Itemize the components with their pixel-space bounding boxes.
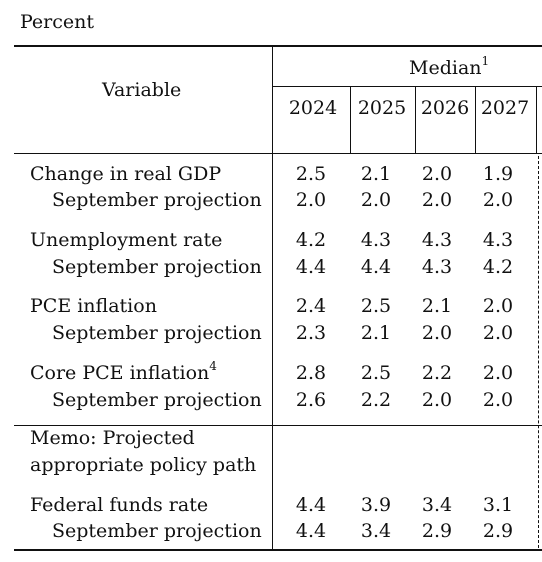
row-value: 2.0	[360, 189, 392, 211]
memo-top-rule	[14, 425, 542, 426]
memo-line-2: appropriate policy path	[30, 454, 257, 476]
row-value: 2.0	[421, 189, 453, 211]
unit-label: Percent	[20, 11, 95, 33]
table-bottom-rule	[14, 549, 542, 551]
row-value: 2.0	[295, 189, 327, 211]
row-value: 2.0	[421, 322, 453, 344]
right-dashed-divider	[538, 156, 539, 548]
row-label: September projection	[52, 389, 262, 411]
row-value: 2.3	[295, 322, 327, 344]
year-divider-1	[350, 87, 351, 153]
memo-row-value: 3.1	[482, 494, 514, 516]
row-value: 2.8	[295, 362, 327, 384]
table-top-rule	[14, 45, 542, 47]
memo-row-value: 4.4	[295, 494, 327, 516]
median-footnote: 1	[481, 53, 490, 68]
row-value: 2.5	[360, 362, 392, 384]
row-value: 2.1	[360, 322, 392, 344]
memo-line-1: Memo: Projected	[30, 427, 195, 449]
variable-header: Variable	[102, 79, 182, 101]
row-value: 4.3	[421, 256, 453, 278]
median-header: Median1	[409, 53, 490, 79]
memo-row-value: 2.9	[482, 520, 514, 542]
row-value: 2.0	[482, 362, 514, 384]
row-value: 2.0	[482, 295, 514, 317]
memo-row-label: Federal funds rate	[30, 494, 209, 516]
year-header-2026: 2026	[420, 97, 470, 119]
row-value: 2.0	[421, 163, 453, 185]
row-value: 2.6	[295, 389, 327, 411]
memo-row-value: 2.9	[421, 520, 453, 542]
row-value: 2.2	[360, 389, 392, 411]
header-bottom-rule	[14, 153, 542, 154]
row-label: Unemployment rate	[30, 229, 223, 251]
row-label: September projection	[52, 256, 262, 278]
row-value: 2.0	[482, 389, 514, 411]
row-label: September projection	[52, 322, 262, 344]
row-value: 2.0	[421, 389, 453, 411]
row-value: 2.5	[360, 295, 392, 317]
row-label: PCE inflation	[30, 295, 157, 317]
year-header-2027: 2027	[480, 97, 530, 119]
row-value: 2.5	[295, 163, 327, 185]
variable-column-divider	[272, 46, 273, 550]
core-pce-footnote: 4	[209, 358, 217, 373]
row-value: 2.1	[421, 295, 453, 317]
median-label: Median	[409, 57, 482, 79]
row-label-text: Core PCE inflation	[30, 362, 210, 384]
memo-row-value: 3.4	[360, 520, 392, 542]
row-value: 2.2	[421, 362, 453, 384]
memo-row-value: 3.4	[421, 494, 453, 516]
row-label-core-pce: Core PCE inflation4	[30, 358, 217, 384]
row-value: 1.9	[482, 163, 514, 185]
year-divider-3	[475, 87, 476, 153]
year-header-2025: 2025	[357, 97, 407, 119]
row-label: September projection	[52, 189, 262, 211]
year-divider-4	[536, 87, 537, 153]
row-value: 2.0	[482, 322, 514, 344]
row-value: 2.0	[482, 189, 514, 211]
year-header-2024: 2024	[288, 97, 338, 119]
row-value: 2.4	[295, 295, 327, 317]
row-value: 2.1	[360, 163, 392, 185]
memo-row-value: 4.4	[295, 520, 327, 542]
memo-row-label: September projection	[52, 520, 262, 542]
row-value: 4.3	[421, 229, 453, 251]
memo-row-value: 3.9	[360, 494, 392, 516]
median-underline	[273, 86, 542, 87]
row-value: 4.3	[482, 229, 514, 251]
row-value: 4.4	[360, 256, 392, 278]
row-value: 4.4	[295, 256, 327, 278]
row-value: 4.2	[295, 229, 327, 251]
row-value: 4.3	[360, 229, 392, 251]
row-value: 4.2	[482, 256, 514, 278]
row-label: Change in real GDP	[30, 163, 222, 185]
year-divider-2	[415, 87, 416, 153]
